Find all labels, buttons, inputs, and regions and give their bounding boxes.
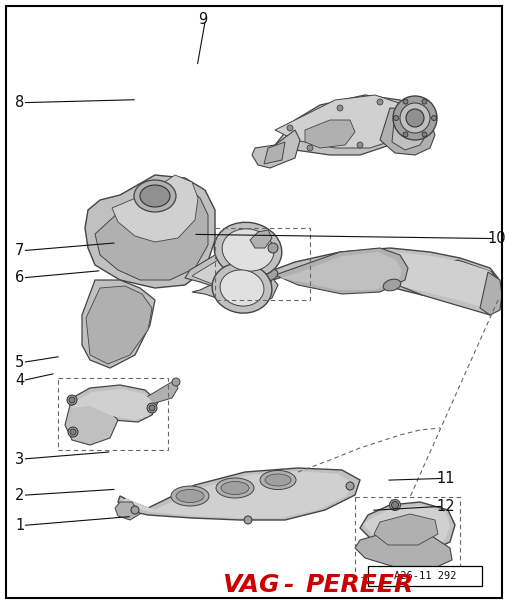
Text: 11: 11 <box>437 471 455 486</box>
Polygon shape <box>392 112 428 150</box>
Circle shape <box>357 142 363 148</box>
Ellipse shape <box>221 481 249 495</box>
Ellipse shape <box>140 185 170 207</box>
Ellipse shape <box>171 486 209 506</box>
Polygon shape <box>118 468 360 520</box>
Circle shape <box>172 378 180 386</box>
Circle shape <box>147 403 157 413</box>
Polygon shape <box>250 230 272 248</box>
Polygon shape <box>95 182 208 280</box>
Circle shape <box>307 145 313 151</box>
Ellipse shape <box>260 471 296 489</box>
Circle shape <box>422 132 427 137</box>
Circle shape <box>403 99 408 104</box>
Polygon shape <box>65 402 118 445</box>
Ellipse shape <box>214 222 282 278</box>
Circle shape <box>403 132 408 137</box>
Polygon shape <box>112 175 198 242</box>
Circle shape <box>287 125 293 131</box>
Text: 10: 10 <box>488 231 506 246</box>
Text: 9: 9 <box>198 12 207 27</box>
Polygon shape <box>122 471 352 518</box>
Circle shape <box>400 103 430 133</box>
Circle shape <box>68 427 78 437</box>
Polygon shape <box>275 248 408 294</box>
Circle shape <box>268 243 278 253</box>
Ellipse shape <box>222 229 274 271</box>
Polygon shape <box>242 252 492 296</box>
Bar <box>355 497 460 577</box>
Text: A26-11 292: A26-11 292 <box>394 571 456 581</box>
Ellipse shape <box>134 180 176 212</box>
Polygon shape <box>393 264 498 309</box>
Ellipse shape <box>220 270 264 306</box>
Polygon shape <box>480 272 502 315</box>
Text: PEREER: PEREER <box>305 573 413 597</box>
Circle shape <box>406 109 424 127</box>
Ellipse shape <box>258 269 278 281</box>
Circle shape <box>431 115 436 121</box>
Text: 1: 1 <box>15 518 24 533</box>
Circle shape <box>131 506 139 514</box>
Polygon shape <box>86 286 152 364</box>
Polygon shape <box>363 505 450 548</box>
Ellipse shape <box>383 279 401 291</box>
Polygon shape <box>355 530 452 570</box>
Polygon shape <box>72 389 155 420</box>
Ellipse shape <box>176 489 204 503</box>
Text: -: - <box>283 573 294 597</box>
Polygon shape <box>360 502 455 552</box>
Circle shape <box>392 501 398 509</box>
Circle shape <box>67 395 77 405</box>
Text: 12: 12 <box>437 499 456 513</box>
Text: 7: 7 <box>15 243 24 258</box>
Ellipse shape <box>265 474 291 486</box>
Text: 5: 5 <box>15 355 24 370</box>
Ellipse shape <box>216 478 254 498</box>
Bar <box>58 378 168 450</box>
Polygon shape <box>85 175 215 288</box>
Polygon shape <box>305 120 355 148</box>
Bar <box>368 566 482 586</box>
Circle shape <box>337 105 343 111</box>
Circle shape <box>422 99 427 104</box>
Text: 4: 4 <box>15 373 24 388</box>
Polygon shape <box>192 268 278 308</box>
Text: 8: 8 <box>15 95 24 110</box>
Polygon shape <box>238 248 498 300</box>
Polygon shape <box>252 130 300 168</box>
Polygon shape <box>264 142 285 164</box>
Polygon shape <box>192 253 268 292</box>
Polygon shape <box>280 252 402 290</box>
Polygon shape <box>380 108 435 155</box>
Circle shape <box>393 96 437 140</box>
Polygon shape <box>185 248 275 295</box>
Polygon shape <box>374 514 438 545</box>
Polygon shape <box>82 280 155 368</box>
Polygon shape <box>115 502 140 520</box>
Text: 6: 6 <box>15 271 24 285</box>
Circle shape <box>69 397 75 403</box>
Circle shape <box>394 115 398 121</box>
Ellipse shape <box>212 263 272 313</box>
Polygon shape <box>270 95 415 155</box>
Circle shape <box>346 482 354 490</box>
Circle shape <box>70 429 76 435</box>
Polygon shape <box>70 385 158 422</box>
Circle shape <box>244 516 252 524</box>
Polygon shape <box>390 260 500 315</box>
Polygon shape <box>142 380 178 405</box>
Bar <box>215 228 310 300</box>
Circle shape <box>390 500 400 510</box>
Circle shape <box>149 405 155 411</box>
Text: VAG: VAG <box>223 573 280 597</box>
Circle shape <box>377 99 383 105</box>
Text: 2: 2 <box>15 488 24 503</box>
Polygon shape <box>275 95 415 148</box>
Text: 3: 3 <box>15 452 24 466</box>
